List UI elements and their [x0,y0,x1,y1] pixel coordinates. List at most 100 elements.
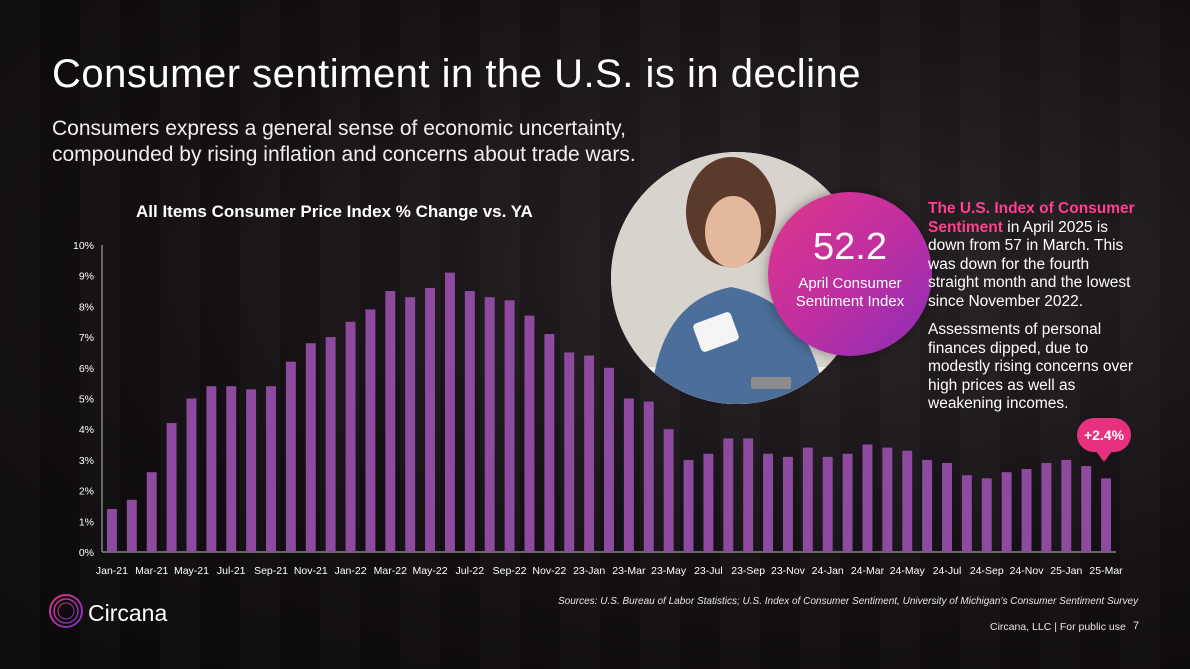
x-tick-label: 25-Jan [1050,565,1082,577]
sentiment-index-value: 52.2 [813,226,887,268]
bar-Feb-21 [126,499,137,552]
bar-24-May [902,450,913,552]
callout-pointer [1095,450,1113,462]
x-tick-label: 23-Sep [731,565,765,577]
page-number: 7 [1133,620,1140,632]
x-tick-label: 24-Jan [812,565,844,577]
bar-Sep-22 [504,300,515,552]
woman-with-bills-photo [611,152,863,404]
bar-23-Aug [723,438,734,552]
x-tick-label: 25-Mar [1089,565,1123,577]
bar-24-Aug [961,475,972,552]
x-tick-label: Jan-22 [334,565,366,577]
bar-24-Dec [1041,462,1052,552]
x-tick-label: May-22 [413,565,448,577]
bar-24-Jan [822,456,833,552]
bar-Feb-22 [365,309,376,552]
x-tick-label: 23-May [651,565,687,577]
x-tick-label: Nov-21 [294,565,328,577]
y-tick-label: 10% [73,240,94,252]
bar-23-Feb [604,367,614,552]
latest-value-callout: +2.4% [1077,418,1131,452]
bar-Dec-21 [325,337,336,552]
bar-Jul-21 [226,386,237,552]
chart-title: All Items Consumer Price Index % Change … [136,202,533,221]
x-tick-label: 24-Nov [1010,565,1045,577]
circana-logo-icon [49,594,83,628]
bar-23-Nov [782,456,793,552]
y-tick-label: 3% [79,455,94,467]
bar-24-Sep [981,478,992,552]
x-tick-label: May-21 [174,565,209,577]
bar-Nov-21 [305,343,316,552]
bar-Aug-22 [484,297,495,552]
x-tick-label: Jul-22 [456,565,485,577]
page-subtitle: Consumers express a general sense of eco… [52,117,636,166]
y-tick-label: 1% [79,516,94,528]
bar-Jun-21 [206,386,217,552]
bar-Jan-21 [106,509,117,552]
bar-24-Oct [1001,472,1012,552]
y-tick-label: 0% [79,547,94,559]
bar-23-Sep [743,438,754,552]
bar-23-Jan [584,355,595,552]
bar-Mar-22 [385,291,396,552]
x-tick-label: 23-Jul [694,565,723,577]
bar-May-21 [186,398,197,552]
sources-note: Sources: U.S. Bureau of Labor Statistics… [558,596,1139,607]
sentiment-index-badge: 52.2 April Consumer Sentiment Index [768,192,932,356]
bar-23-Dec [802,447,813,552]
bar-Oct-21 [285,361,296,552]
bar-25-Jan [1061,459,1072,552]
bar-24-Mar [862,444,873,552]
bar-Mar-21 [146,472,157,552]
bar-23-Oct [763,453,774,552]
bar-25-Mar [1101,478,1112,552]
x-tick-label: Jan-21 [96,565,128,577]
x-tick-label: Mar-22 [374,565,407,577]
x-tick-label: Jul-21 [217,565,246,577]
x-tick-label: Mar-21 [135,565,168,577]
footer-company: Circana, LLC | For public use [990,621,1126,633]
sentiment-paragraph-1: The U.S. Index of Consumer Sentiment in … [928,200,1143,311]
sentiment-description: The U.S. Index of Consumer Sentiment in … [928,200,1143,424]
x-tick-label: 24-Mar [851,565,885,577]
x-tick-label: Sep-21 [254,565,288,577]
y-tick-label: 6% [79,363,94,375]
bar-Apr-21 [166,423,177,552]
bar-May-22 [425,287,436,552]
bar-Jun-22 [444,272,455,552]
sentiment-paragraph-2: Assessments of personal finances dipped,… [928,321,1134,412]
bar-Jul-22 [464,291,475,552]
bar-24-Feb [842,453,853,552]
y-tick-label: 8% [79,301,94,313]
bar-Oct-22 [524,315,535,552]
cpi-bar-chart: 0% 1% 2% 3% 4% 5% 6% 7% 8% 9% 10% Jan-21 Mar-21 May-2… [73,240,1123,577]
sentiment-highlight: The U.S. Index of Consumer Sentiment [928,200,1135,236]
x-tick-label: Nov-22 [532,565,566,577]
x-tick-label: 24-Sep [970,565,1004,577]
bar-24-Nov [1021,469,1032,552]
bar-Apr-22 [405,297,416,552]
bar-23-Jun [683,459,694,552]
circana-logo-text: Circana [88,600,168,626]
bar-24-Jul [942,462,952,552]
y-tick-label: 4% [79,424,94,436]
y-tick-label: 7% [79,332,94,344]
sentiment-index-label: April Consumer Sentiment Index [795,275,905,310]
page-title: Consumer sentiment in the U.S. is in dec… [52,52,862,96]
x-tick-label: 23-Mar [612,565,646,577]
bar-23-Apr [643,401,654,552]
y-tick-label: 2% [79,486,94,498]
bar-23-Jul [703,453,714,552]
bar-23-Mar [623,398,634,552]
bar-Jan-22 [345,321,356,552]
bar-24-Apr [882,447,893,552]
bar-Dec-22 [564,352,575,552]
bar-23-May [663,429,674,552]
bar-24-Jun [922,459,933,552]
x-tick-label: Sep-22 [493,565,527,577]
bar-Nov-22 [544,334,555,552]
y-tick-label: 5% [79,394,94,406]
x-tick-label: 23-Nov [771,565,806,577]
